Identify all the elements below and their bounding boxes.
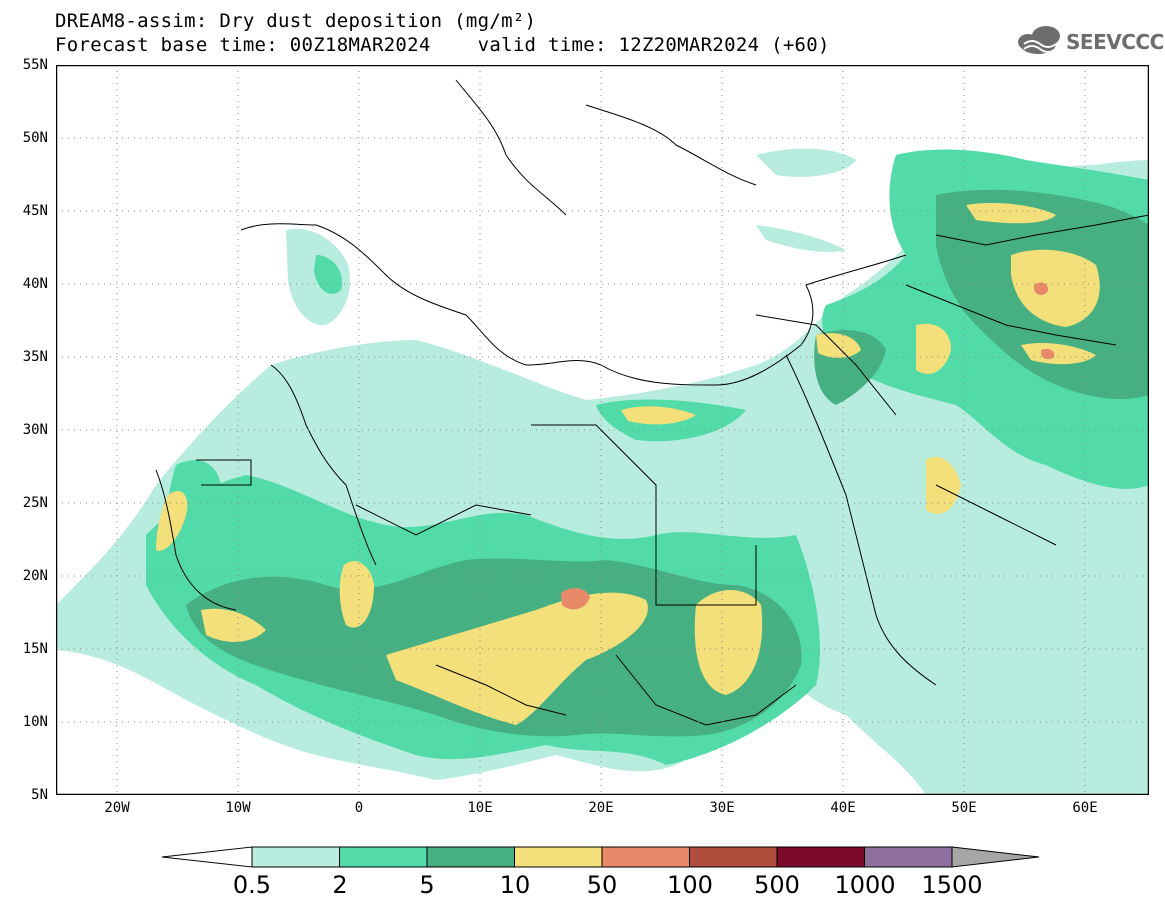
coastline-layer [155,79,1149,726]
colorbar-segment [689,846,778,868]
lon-label: 20E [588,800,614,816]
lat-label: 45N [22,203,48,219]
lon-label: 40E [830,800,856,816]
colorbar-segment [601,846,690,868]
colorbar-label: 1500 [921,871,983,899]
colorbar-label: 2 [332,871,348,899]
lat-label: 40N [22,276,48,292]
colorbar-label: 10 [499,871,531,899]
lat-label: 10N [22,714,48,730]
colorbar-segment [514,846,603,868]
colorbar-label: 0.5 [232,871,272,899]
colorbar-label: 50 [586,871,618,899]
colorbar-segment [864,846,953,868]
lon-label: 50E [951,800,977,816]
lat-label: 35N [22,349,48,365]
graticule [56,65,1149,795]
lat-label: 25N [22,495,48,511]
colorbar-segment [251,846,340,868]
lon-label: 10E [467,800,493,816]
lon-label: 60E [1072,800,1098,816]
cloud-logo-icon [1018,26,1060,54]
lon-label: 30E [709,800,735,816]
lon-label: 20W [104,800,130,816]
lon-label: 0 [354,800,364,816]
lat-label: 20N [22,568,48,584]
colorbar-segment [426,846,515,868]
lat-label: 50N [22,130,48,146]
colorbar [161,846,1040,868]
colorbar-segment [339,846,428,868]
lat-label: 30N [22,422,48,438]
lat-label: 55N [22,57,48,73]
lon-label: 10W [225,800,251,816]
colorbar-segment [776,846,865,868]
colorbar-label: 5 [419,871,435,899]
map-subtitle: Forecast base time: 00Z18MAR2024 valid t… [55,34,830,56]
lat-label: 5N [31,787,48,803]
map-title: DREAM8-assim: Dry dust deposition (mg/m²… [55,10,537,32]
colorbar-label: 100 [667,871,713,899]
dust-map [56,65,1149,795]
lat-label: 15N [22,641,48,657]
colorbar-under-arrow [161,846,253,868]
colorbar-label: 1000 [834,871,896,899]
colorbar-label: 500 [754,871,800,899]
logo-text: SEEVCCC [1066,30,1164,54]
colorbar-over-arrow [951,846,1040,868]
